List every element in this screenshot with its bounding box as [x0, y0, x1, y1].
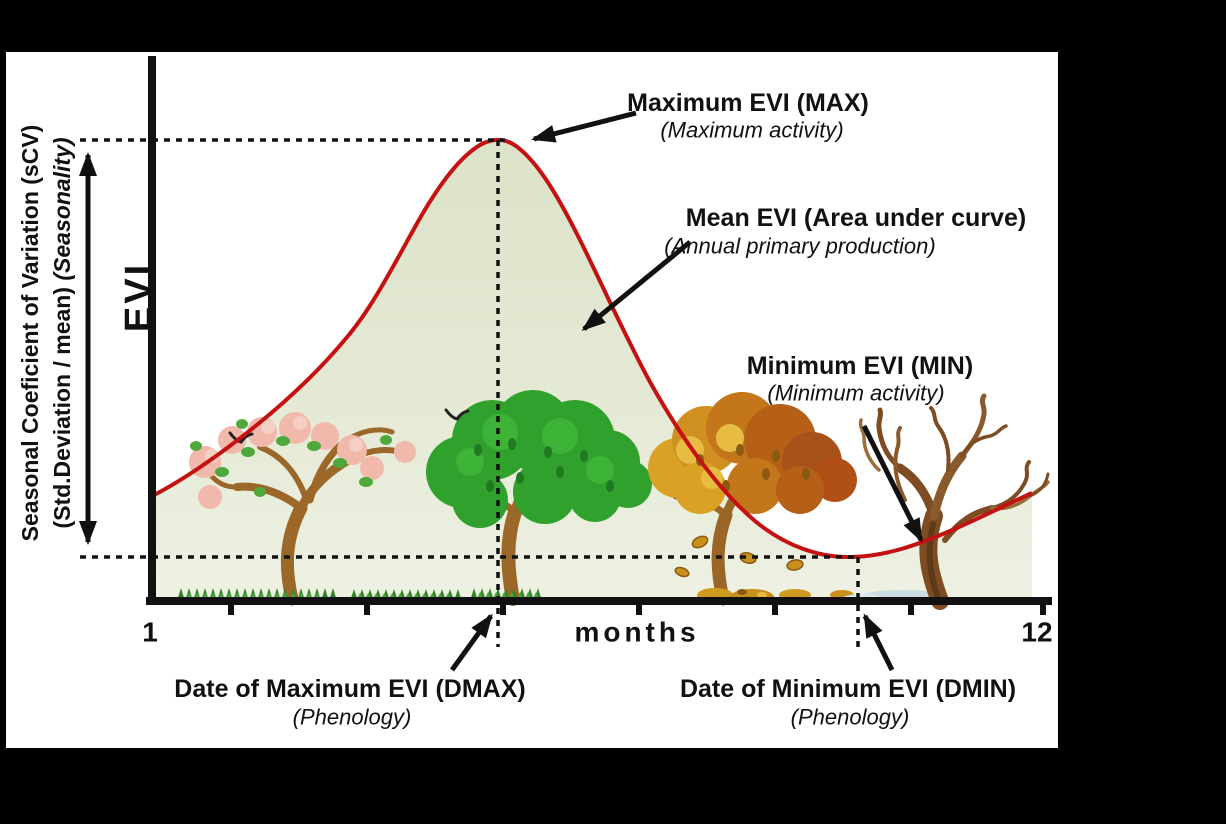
dmin-annotation-arrow — [862, 613, 895, 672]
mean-annotation-title: Mean EVI (Area under curve) — [685, 203, 1027, 232]
max-annotation-subtitle: (Maximum activity) — [660, 117, 844, 143]
min-annotation-subtitle: (Minimum activity) — [767, 380, 945, 406]
y-axis-evi-label: EVI — [118, 261, 161, 333]
max-annotation-title: Maximum EVI (MAX) — [627, 88, 869, 117]
dmin-annotation-subtitle: (Phenology) — [790, 704, 910, 730]
y-axis-label-line2-seasonality: (Seasonality) — [48, 137, 75, 281]
min-annotation-arrow — [861, 424, 924, 543]
mean-annotation-subtitle: (Annual primary production) — [664, 233, 936, 259]
min-annotation-title: Minimum EVI (MIN) — [746, 351, 974, 380]
x-axis-title: months — [574, 616, 700, 648]
spring-tree-illustration — [189, 412, 416, 606]
x-axis-start-tick-label: 1 — [142, 616, 158, 648]
dmax-annotation-subtitle: (Phenology) — [292, 704, 412, 730]
bird-icon — [444, 408, 470, 421]
y-axis-label-line1: Seasonal Coeficient of Variation (sCV) — [16, 124, 43, 542]
dmax-annotation-arrow — [449, 613, 494, 672]
x-axis-end-tick-label: 12 — [1021, 616, 1053, 648]
y-axis-label-line2-main: (Std.Deviation / mean) — [48, 287, 75, 529]
summer-tree-illustration — [426, 390, 652, 606]
mean-annotation-arrow — [581, 240, 692, 331]
dmin-annotation-title: Date of Minimum EVI (DMIN) — [679, 674, 1017, 703]
area-under-curve — [152, 139, 1032, 601]
dmax-annotation-title: Date of Maximum EVI (DMAX) — [174, 674, 526, 703]
axis-ticks — [228, 602, 1046, 615]
max-annotation-arrow — [531, 110, 637, 143]
bird-icon — [228, 431, 254, 444]
y-axis-label-line2: (Std.Deviation / mean) (Seasonality) — [48, 137, 75, 529]
